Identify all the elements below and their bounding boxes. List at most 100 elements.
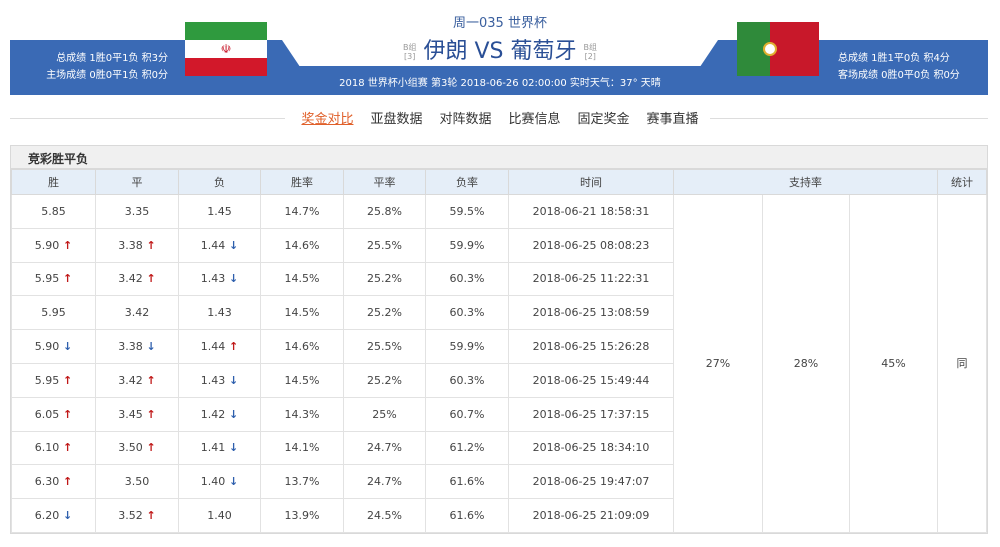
cell-d: 3.45 ↑ bbox=[95, 396, 179, 432]
cell-w: 5.90 ↓ bbox=[11, 329, 96, 364]
portugal-flag-icon bbox=[737, 22, 819, 76]
cell-l: 1.40 bbox=[178, 498, 261, 533]
cell-lr: 59.5% bbox=[425, 194, 509, 229]
tab-2[interactable]: 对阵数据 bbox=[439, 112, 492, 127]
cell-w: 5.95 ↑ bbox=[11, 261, 96, 297]
cell-lr: 61.6% bbox=[425, 464, 509, 500]
cell-dr: 24.5% bbox=[343, 498, 426, 533]
away-group: B组 [2] bbox=[583, 43, 598, 61]
cell-l: 1.42 ↓ bbox=[178, 396, 261, 432]
cell-l: 1.44 ↑ bbox=[178, 329, 261, 364]
arrow-up-icon: ↑ bbox=[59, 475, 73, 489]
home-total: 总成绩 1胜0平1负 积3分 bbox=[56, 53, 168, 64]
cell-dr: 25.5% bbox=[343, 329, 426, 364]
arrow-up-icon: ↑ bbox=[142, 407, 156, 421]
arrow-down-icon: ↓ bbox=[59, 340, 73, 354]
cell-w: 6.10 ↑ bbox=[11, 430, 96, 466]
cell-t: 2018-06-25 21:09:09 bbox=[508, 498, 674, 533]
cell-t: 2018-06-25 13:08:59 bbox=[508, 295, 674, 331]
cell-t: 2018-06-25 08:08:23 bbox=[508, 227, 674, 263]
match-title: B组 [3] 伊朗 VS 葡萄牙 B组 [2] bbox=[0, 33, 1000, 65]
cell-w: 5.95 ↑ bbox=[11, 362, 96, 398]
column-header: 平 bbox=[95, 169, 179, 195]
tab-1[interactable]: 亚盘数据 bbox=[370, 112, 423, 127]
support-rate: 27% bbox=[673, 194, 763, 533]
odds-table: 胜平负胜率 平率 负率 时间 支持率 统计 5.85 3.35 1.45 14.7% 25.8% 5… bbox=[11, 169, 987, 533]
away-team[interactable]: 葡萄牙 bbox=[510, 39, 577, 64]
cell-l: 1.43 bbox=[178, 295, 261, 331]
cell-wr: 14.5% bbox=[260, 261, 344, 297]
away-stats: 总成绩 1胜1平0负 积4分 客场成绩 0胜0平0负 积0分 bbox=[838, 50, 960, 84]
match-code: 周一035 世界杯 bbox=[453, 16, 547, 31]
home-group: B组 [3] bbox=[402, 43, 417, 61]
cell-t: 2018-06-21 18:58:31 bbox=[508, 194, 674, 229]
column-header: 时间 bbox=[508, 169, 674, 195]
cell-wr: 14.3% bbox=[260, 396, 344, 432]
arrow-down-icon: ↓ bbox=[225, 441, 239, 455]
divider bbox=[10, 118, 285, 119]
cell-wr: 13.9% bbox=[260, 498, 344, 533]
banner-notch bbox=[282, 40, 718, 66]
arrow-down-icon: ↓ bbox=[142, 340, 156, 354]
cell-t: 2018-06-25 19:47:07 bbox=[508, 464, 674, 500]
tab-4[interactable]: 固定奖金 bbox=[577, 112, 630, 127]
cell-d: 3.38 ↑ bbox=[95, 227, 179, 263]
match-info: 2018 世界杯小组赛 第3轮 2018-06-26 02:00:00 实时天气… bbox=[339, 78, 661, 89]
cell-dr: 25% bbox=[343, 396, 426, 432]
column-header: 负率 bbox=[425, 169, 509, 195]
cell-lr: 60.3% bbox=[425, 261, 509, 297]
cell-w: 5.95 bbox=[11, 295, 96, 331]
cell-t: 2018-06-25 15:49:44 bbox=[508, 362, 674, 398]
tab-0[interactable]: 奖金对比 bbox=[301, 112, 354, 127]
vs-label: VS bbox=[474, 39, 504, 64]
table-row: 5.95 ↑ 3.42 ↑ 1.43 ↓ 14.5% 25.2% 60.3% 2018-06… bbox=[11, 261, 987, 297]
cell-dr: 24.7% bbox=[343, 464, 426, 500]
cell-w: 5.90 ↑ bbox=[11, 227, 96, 263]
tab-bar: 奖金对比 亚盘数据 对阵数据 比赛信息 固定奖金 赛事直播 bbox=[0, 108, 1000, 127]
cell-wr: 13.7% bbox=[260, 464, 344, 500]
cell-wr: 14.6% bbox=[260, 329, 344, 364]
table-row: 5.90 ↑ 3.38 ↑ 1.44 ↓ 14.6% 25.5% 59.9% 2018-06… bbox=[11, 227, 987, 263]
divider bbox=[710, 118, 988, 119]
cell-l: 1.40 ↓ bbox=[178, 464, 261, 500]
cell-d: 3.52 ↑ bbox=[95, 498, 179, 533]
arrow-up-icon: ↑ bbox=[142, 373, 156, 387]
cell-t: 2018-06-25 18:34:10 bbox=[508, 430, 674, 466]
cell-d: 3.42 ↑ bbox=[95, 362, 179, 398]
column-header: 统计 bbox=[937, 169, 987, 195]
cell-d: 3.42 ↑ bbox=[95, 261, 179, 297]
table-row: 6.10 ↑ 3.50 ↑ 1.41 ↓ 14.1% 24.7% 61.2% 2018-06… bbox=[11, 430, 987, 466]
cell-lr: 60.3% bbox=[425, 295, 509, 331]
cell-t: 2018-06-25 15:26:28 bbox=[508, 329, 674, 364]
cell-dr: 25.2% bbox=[343, 261, 426, 297]
arrow-down-icon: ↓ bbox=[225, 373, 239, 387]
odds-panel: 竞彩胜平负 胜平负胜率 平率 负率 时间 支持率 统计 5.85 3.35 1.45 14.7%… bbox=[10, 145, 988, 534]
home-team[interactable]: 伊朗 bbox=[423, 39, 468, 64]
cell-w: 6.30 ↑ bbox=[11, 464, 96, 500]
cell-dr: 25.8% bbox=[343, 194, 426, 229]
support-rate: 45% bbox=[849, 194, 938, 533]
cell-lr: 61.2% bbox=[425, 430, 509, 466]
tab-3[interactable]: 比赛信息 bbox=[508, 112, 561, 127]
home-stats: 总成绩 1胜0平1负 积3分 主场成绩 0胜0平1负 积0分 bbox=[30, 50, 168, 84]
stat-cell: 同 bbox=[937, 194, 987, 533]
arrow-up-icon: ↑ bbox=[142, 441, 156, 455]
table-row: 6.20 ↓ 3.52 ↑ 1.40 13.9% 24.5% 61.6% 2018-06-2… bbox=[11, 498, 987, 533]
cell-lr: 60.3% bbox=[425, 362, 509, 398]
column-header: 胜率 bbox=[260, 169, 344, 195]
cell-d: 3.50 bbox=[95, 464, 179, 500]
section-title: 竞彩胜平负 bbox=[11, 146, 987, 169]
arrow-up-icon: ↑ bbox=[225, 340, 239, 354]
cell-l: 1.43 ↓ bbox=[178, 362, 261, 398]
cell-d: 3.38 ↓ bbox=[95, 329, 179, 364]
arrow-up-icon: ↑ bbox=[59, 272, 73, 286]
cell-d: 3.42 bbox=[95, 295, 179, 331]
tab-5[interactable]: 赛事直播 bbox=[646, 112, 699, 127]
arrow-up-icon: ↑ bbox=[59, 238, 73, 252]
cell-lr: 60.7% bbox=[425, 396, 509, 432]
arrow-up-icon: ↑ bbox=[59, 373, 73, 387]
cell-l: 1.44 ↓ bbox=[178, 227, 261, 263]
cell-w: 6.05 ↑ bbox=[11, 396, 96, 432]
cell-dr: 25.5% bbox=[343, 227, 426, 263]
arrow-up-icon: ↑ bbox=[142, 238, 156, 252]
